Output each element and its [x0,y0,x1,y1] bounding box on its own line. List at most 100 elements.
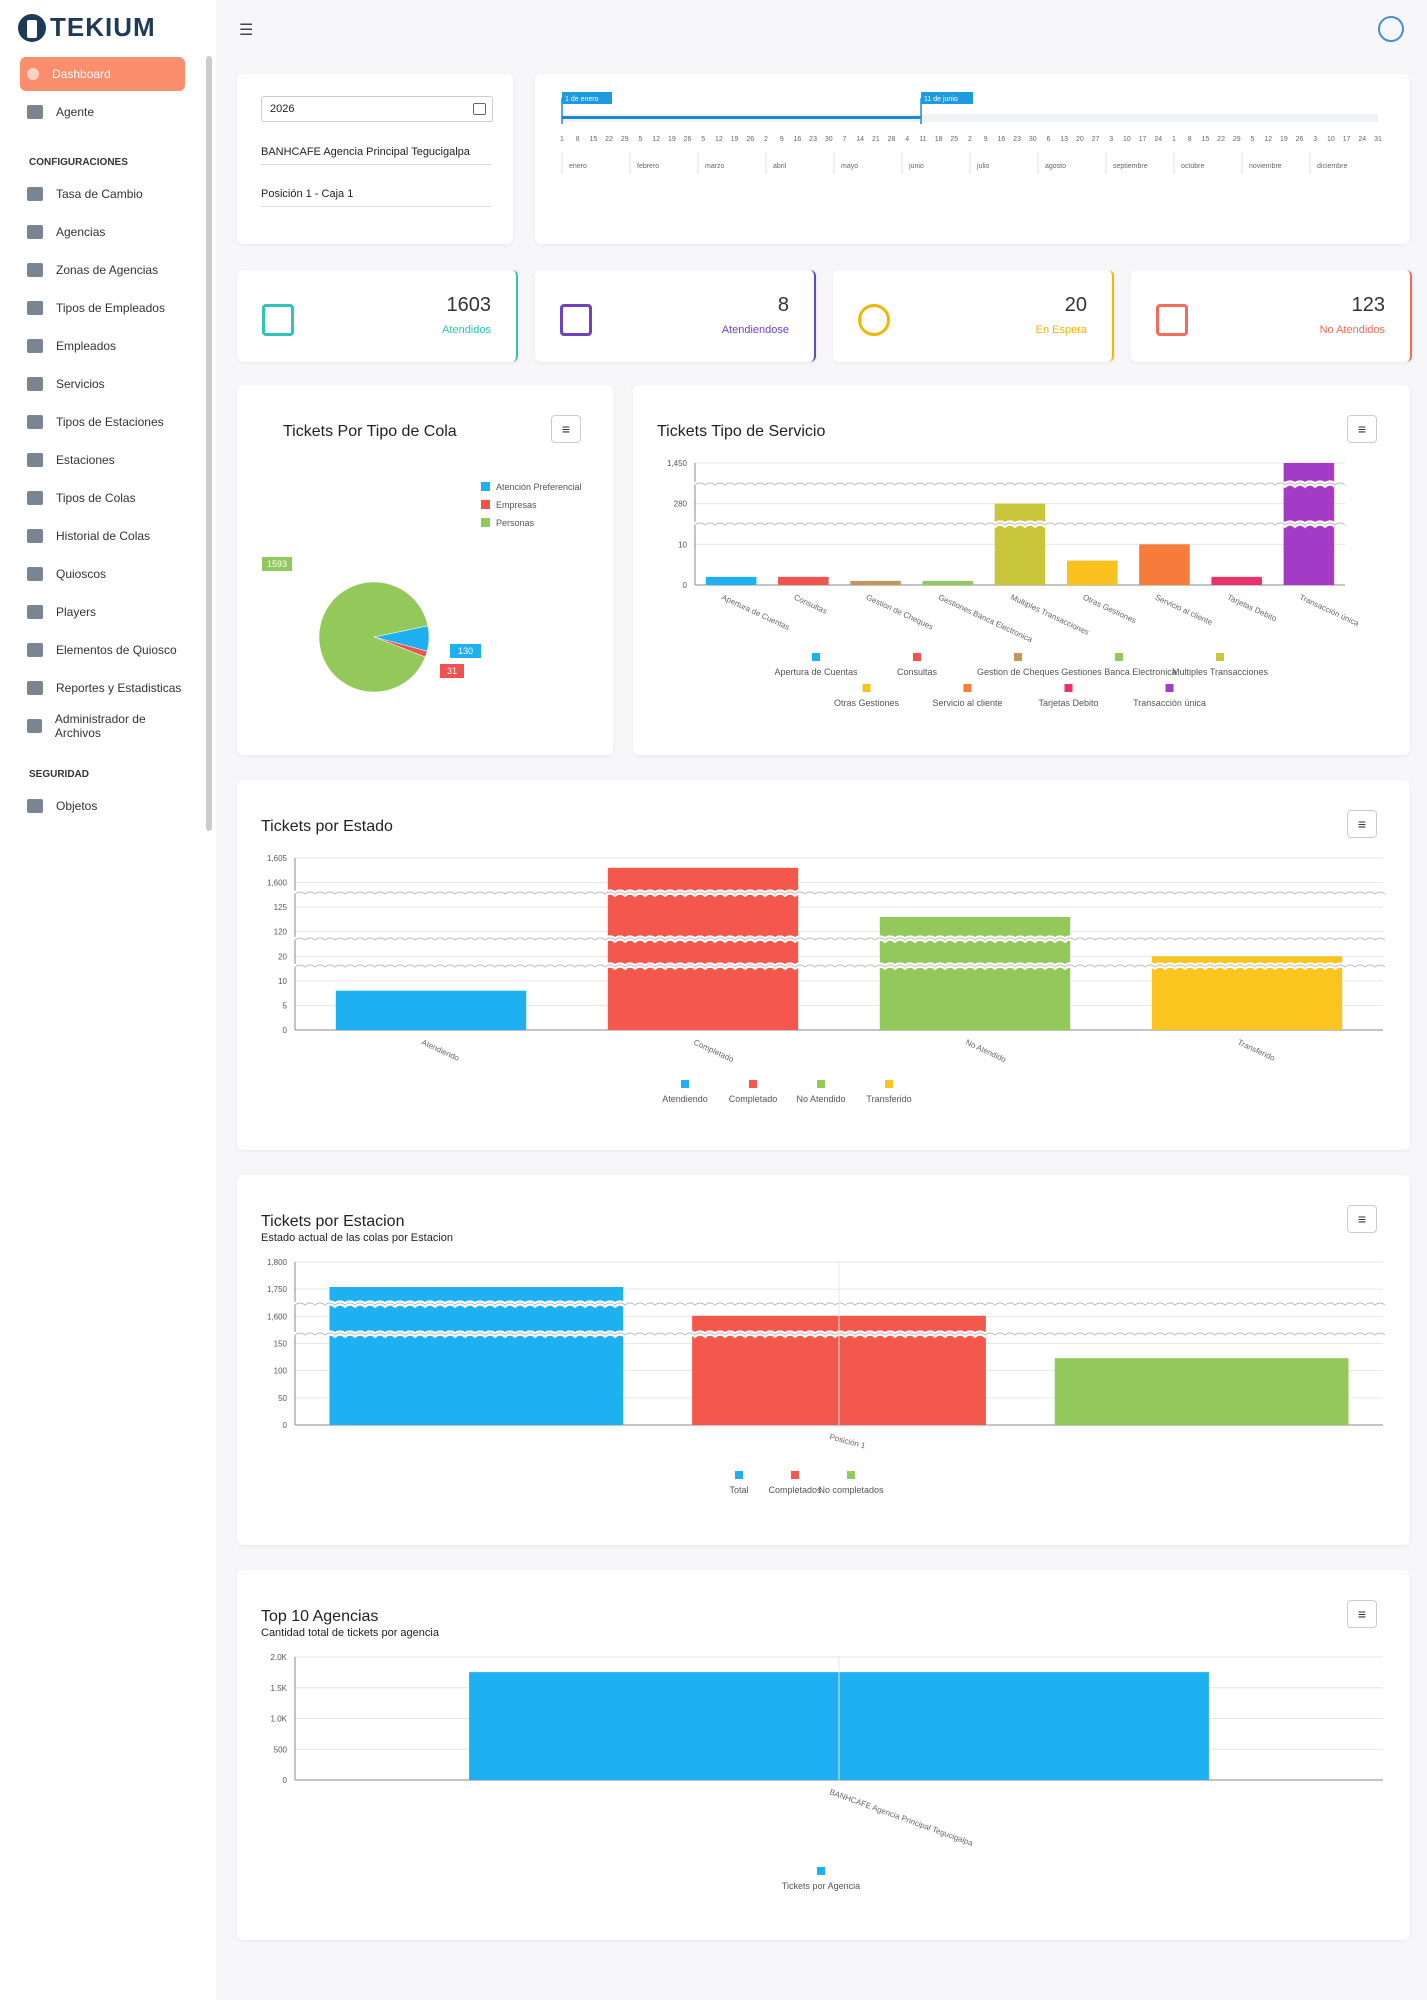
user-profile-icon[interactable] [1378,16,1404,42]
legend-label[interactable]: Tarjetas Debito [1038,698,1098,708]
position-select[interactable]: Posición 1 - Caja 1 [261,182,491,207]
sidebar-item-label: Agente [56,105,95,119]
legend-label[interactable]: Transacción única [1133,698,1206,708]
y-tick-label: 2.0K [271,1653,288,1662]
y-tick-label: 50 [278,1394,287,1403]
sidebar-item-agente[interactable]: Agente [20,95,185,129]
y-tick-label: 125 [274,903,288,912]
y-tick-label: 1.5K [271,1684,288,1693]
sidebar-item-elementos-de-quiosco[interactable]: Elementos de Quiosco [20,633,185,667]
legend-marker [862,684,871,692]
queue-type-chart-menu-button[interactable]: ≡ [551,415,581,443]
pie-data-label: 130 [458,646,473,656]
legend-label[interactable]: Servicio al cliente [932,698,1002,708]
x-category-label: Completado [692,1038,735,1065]
timeline-day-label: 29 [621,136,629,143]
sidebar-item-zonas-de-agencias[interactable]: Zonas de Agencias [20,253,185,287]
sidebar-item-reportes-y-estadisticas[interactable]: Reportes y Estadisticas [20,671,185,705]
sidebar-item-servicios[interactable]: Servicios [20,367,185,401]
legend-marker [847,1471,855,1479]
y-tick-label: 10 [278,977,287,986]
bar-otras-gestiones[interactable] [1066,560,1118,585]
y-tick-label: 1.0K [271,1715,288,1724]
sidebar-item-tasa-de-cambio[interactable]: Tasa de Cambio [20,177,185,211]
legend-label[interactable]: Completado [729,1094,778,1104]
bar-consultas[interactable] [778,576,829,585]
station-chart-menu-button[interactable]: ≡ [1347,1205,1377,1233]
y-tick-label: 1,600 [267,879,288,888]
bar-total[interactable] [329,1286,624,1425]
calendar-icon[interactable] [473,103,486,115]
legend-label[interactable]: No completados [818,1485,884,1495]
bar-no-atendido[interactable] [879,916,1071,1030]
sidebar-item-tipos-de-estaciones[interactable]: Tipos de Estaciones [20,405,185,439]
bank-icon [27,225,43,239]
legend-label[interactable]: Total [729,1485,748,1495]
y-tick-label: 280 [674,500,688,509]
timeline-day-label: 16 [997,136,1005,143]
pie-slice-personas[interactable] [318,581,429,693]
bar-no-completados[interactable] [1054,1358,1349,1425]
sidebar-item-tipos-de-colas[interactable]: Tipos de Colas [20,481,185,515]
ticket-status-chart-menu-button[interactable]: ≡ [1347,810,1377,838]
x-category-label: Posición 1 [828,1432,867,1450]
top-agencies-chart-menu-button[interactable]: ≡ [1347,1600,1377,1628]
bar-multiples-transacciones[interactable] [994,503,1046,585]
sidebar-item-label: Estaciones [56,453,115,467]
sidebar-scrollbar[interactable] [206,56,212,831]
y-tick-label: 1,800 [267,1258,288,1267]
sidebar-item-quioscos[interactable]: Quioscos [20,557,185,591]
pie-data-label: 1593 [267,559,287,569]
timeline-day-label: 12 [1264,136,1272,143]
legend-label[interactable]: Atendiendo [662,1094,708,1104]
timeline-month-label: junio [908,163,924,170]
legend-label[interactable]: Multiples Transacciones [1172,667,1269,677]
bar-gestion-de-cheques[interactable] [850,580,901,585]
legend-label[interactable]: Tickets por Agencia [782,1881,860,1891]
legend-marker [791,1471,799,1479]
legend-label[interactable]: Consultas [897,667,938,677]
timeline-day-label: 9 [780,136,784,143]
timeline-month-label: abril [773,163,787,170]
legend-label[interactable]: Empresas [496,500,537,510]
timeline-track[interactable] [562,114,1378,122]
top-agencies-bar-chart: 0 500 1.0K 1.5K 2.0K BANHCAFE Agencia Princip… [271,1653,1383,1891]
sidebar-item-historial-de-colas[interactable]: Historial de Colas [20,519,185,553]
legend-label[interactable]: Apertura de Cuentas [774,667,858,677]
legend-label[interactable]: Gestiones Banca Electronica [1061,667,1177,677]
ticket-status-chart-title: Tickets por Estado [261,818,393,835]
ticket-status-bar-chart: 0 5 10 20 120 125 1,600 1,605 Atendiendo Completa… [267,854,1387,1104]
hamburger-menu-icon[interactable]: ☰ [239,22,254,39]
sidebar-item-agencias[interactable]: Agencias [20,215,185,249]
legend-label[interactable]: Atención Preferencial [496,482,582,492]
bar-apertura-de-cuentas[interactable] [705,576,757,585]
sidebar-item-label: Servicios [56,377,105,391]
sidebar-item-tipos-de-empleados[interactable]: Tipos de Empleados [20,291,185,325]
sidebar-item-players[interactable]: Players [20,595,185,629]
tekium-logo[interactable]: TEKIUM [18,12,156,43]
year-picker[interactable]: 2026 [261,96,493,122]
legend-label[interactable]: Otras Gestiones [834,698,900,708]
sidebar-item-administrador-de-archivos[interactable]: Administrador de Archivos [20,709,185,743]
legend-label[interactable]: Transferido [866,1094,911,1104]
sidebar-item-objetos[interactable]: Objetos [20,789,185,823]
legend-marker [913,653,921,661]
logo-mark-icon [18,13,46,42]
bar-gestiones-banca-electronica[interactable] [922,580,974,585]
agency-select[interactable]: BANHCAFE Agencia Principal Tegucigalpa [261,140,491,165]
legend-marker [1165,684,1174,692]
sidebar-item-dashboard[interactable]: Dashboard [20,57,185,91]
bar-atendiendo[interactable] [335,990,527,1030]
y-tick-label: 120 [274,928,288,937]
sidebar-item-estaciones[interactable]: Estaciones [20,443,185,477]
service-type-chart-menu-button[interactable]: ≡ [1347,415,1377,443]
legend-label[interactable]: No Atendido [796,1094,845,1104]
queue-type-chart-title: Tickets Por Tipo de Cola [283,423,457,440]
legend-label[interactable]: Personas [496,518,535,528]
bar-servicio-al-cliente[interactable] [1139,544,1190,585]
legend-label[interactable]: Completados [768,1485,822,1495]
bar-tarjetas-debito[interactable] [1211,576,1262,585]
sidebar-item-empleados[interactable]: Empleados [20,329,185,363]
legend-label[interactable]: Gestion de Cheques [977,667,1060,677]
